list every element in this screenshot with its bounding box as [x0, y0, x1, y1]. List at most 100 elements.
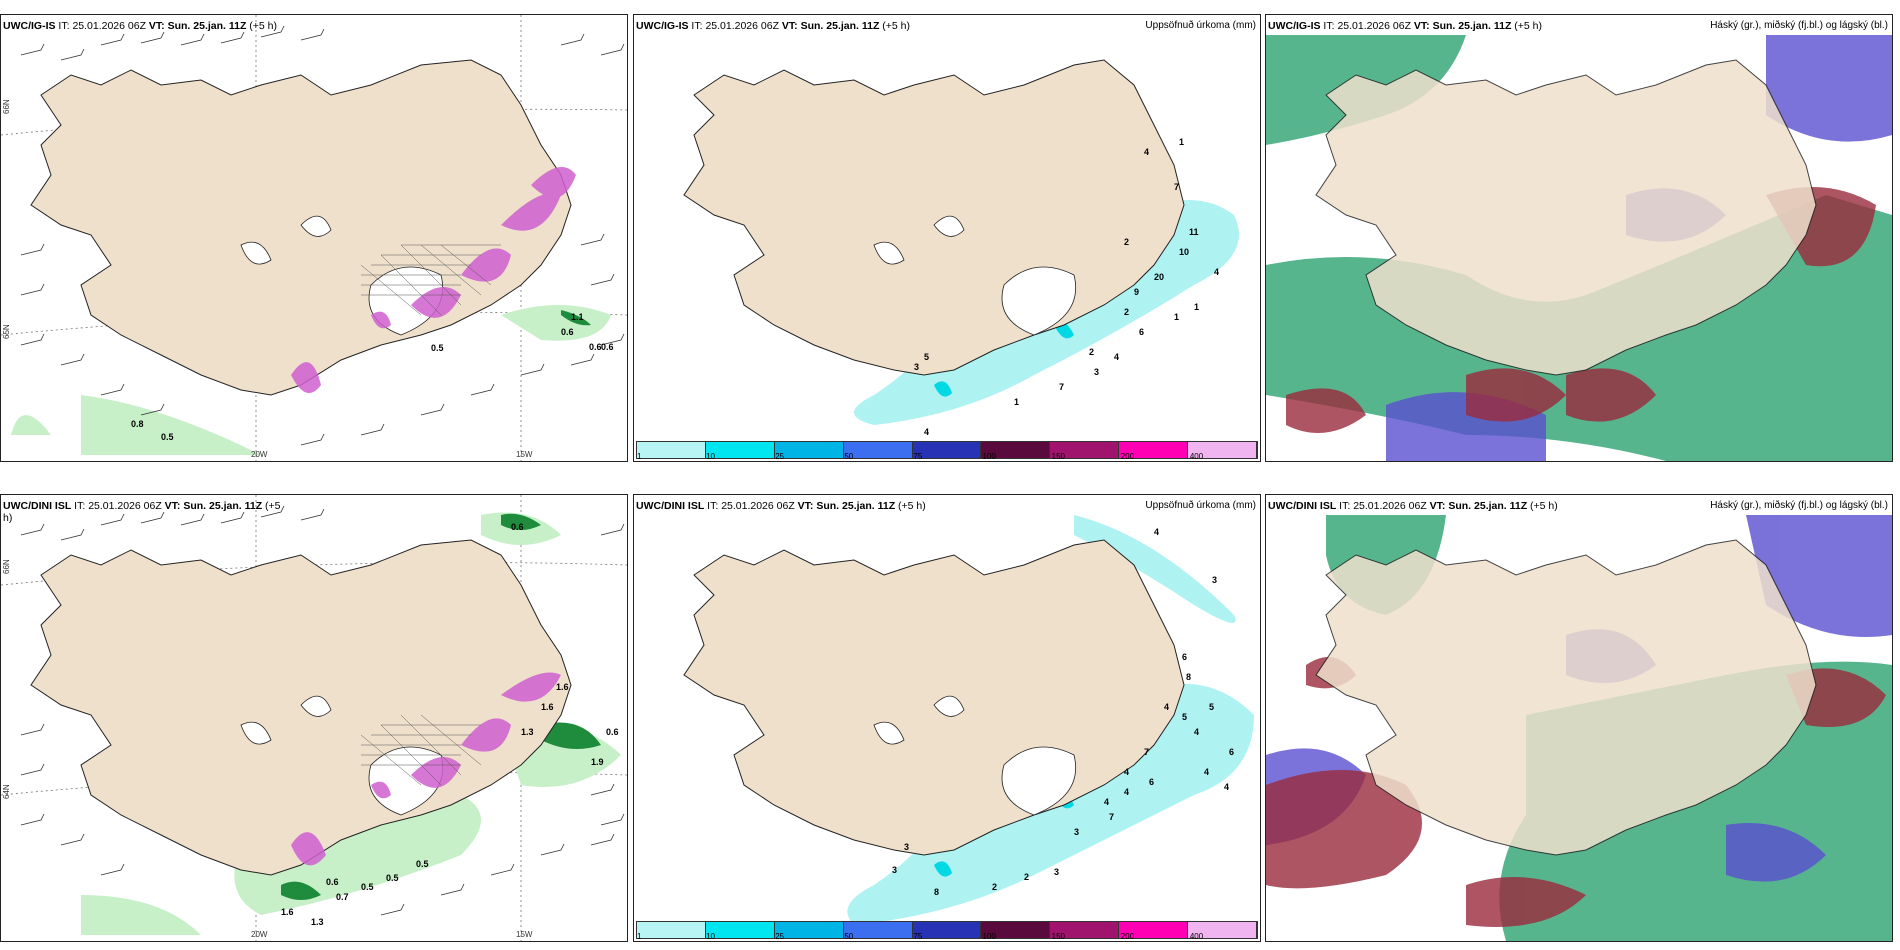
value-label: 20: [1154, 272, 1164, 282]
colorbar-label: 25: [775, 932, 785, 941]
lon-tick: 15W: [516, 450, 533, 459]
value-label: 4: [1194, 727, 1199, 737]
value-label: 6: [1229, 747, 1234, 757]
value-label: 10: [1179, 247, 1189, 257]
value-label: 4: [1164, 702, 1169, 712]
map-wind-igis: 0.6 0.6 0.6 0.5 0.8 0.5 1.1 20W 15W 66N …: [1, 15, 627, 461]
p5-value-labels: 4 3 6 8 5 4 4 7 4 6 4 6 4 4 4 7 3 2 8 3 …: [892, 527, 1234, 897]
panel-header: UWC/IG-IS IT: 25.01.2026 06Z VT: Sun. 25…: [3, 20, 278, 32]
value-label: 2: [1089, 347, 1094, 357]
value-label: 1.1: [571, 312, 584, 322]
value-label: 1: [1174, 312, 1179, 322]
lat-tick: 66N: [2, 559, 11, 574]
panel-title: Háský (gr.), miðský (fj.bl.) og lágský (…: [1710, 500, 1888, 511]
colorbar-segment: [981, 922, 1051, 938]
glaciers: [873, 215, 1076, 336]
value-label: 2: [1124, 237, 1129, 247]
colorbar-segment: [705, 922, 775, 938]
colorbar-segment: [843, 442, 913, 458]
colorbar-label: 10: [706, 452, 715, 461]
colorbar-label: 150: [1051, 452, 1065, 461]
panel-header: UWC/DINI ISL IT: 25.01.2026 06Z VT: Sun.…: [636, 500, 926, 512]
lon-tick: 15W: [516, 930, 533, 939]
lat-tick: 65N: [2, 324, 11, 339]
colorbar-label: 150: [1051, 932, 1065, 941]
value-label: 4: [1154, 527, 1159, 537]
value-label: 0.6: [601, 342, 614, 352]
value-label: 4: [924, 427, 929, 437]
colorbar-label: 1: [637, 932, 642, 941]
value-label: 0.5: [431, 343, 444, 353]
value-label: 3: [892, 865, 897, 875]
green-precip: [11, 305, 611, 455]
iceland-land: [30, 59, 572, 396]
value-label: 1.3: [521, 727, 534, 737]
value-label: 0.6: [606, 727, 619, 737]
iceland-land: [1315, 539, 1817, 856]
value-label: 4: [1114, 352, 1119, 362]
precip-colorbar: [636, 921, 1258, 939]
panel-header: UWC/DINI ISL IT: 25.01.2026 06Z VT: Sun.…: [3, 500, 281, 524]
snow-precip: [291, 672, 561, 866]
value-label: 1: [1179, 137, 1184, 147]
value-label: 3: [1054, 867, 1059, 877]
panel-accum-precip-dini: UWC/DINI ISL IT: 25.01.2026 06Z VT: Sun.…: [633, 494, 1261, 942]
value-label: 2: [992, 882, 997, 892]
value-label: 11: [1189, 227, 1199, 237]
value-label: 3: [1212, 575, 1217, 585]
panel-title: Uppsöfnuð úrkoma (mm): [1145, 500, 1256, 511]
value-label: 6: [1182, 652, 1187, 662]
colorbar-label: 50: [844, 932, 854, 941]
green-dark: [561, 310, 591, 326]
lon-tick: 20W: [251, 450, 268, 459]
value-label: 5: [1209, 702, 1214, 712]
value-label: 7: [1109, 812, 1114, 822]
panel-header: UWC/IG-IS IT: 25.01.2026 06Z VT: Sun. 25…: [1268, 20, 1543, 32]
colorbar-label: 400: [1189, 452, 1204, 461]
value-label: 0.6: [511, 522, 524, 532]
value-label: 0.5: [361, 882, 374, 892]
value-label: 1.6: [541, 702, 554, 712]
value-label: 0.5: [386, 873, 399, 883]
lat-tick: 64N: [2, 784, 11, 799]
value-label: 4: [1224, 782, 1229, 792]
colorbar-segment: [637, 922, 706, 938]
colorbar-label: 400: [1189, 932, 1204, 941]
value-label: 1.9: [591, 757, 604, 767]
p1-value-labels: 0.6 0.6 0.6 0.5 0.8 0.5 1.1: [131, 312, 614, 442]
value-label: 1: [1194, 302, 1199, 312]
colorbar-label: 50: [844, 452, 854, 461]
value-label: 7: [1059, 382, 1064, 392]
value-label: 0.8: [131, 419, 144, 429]
value-label: 4: [1204, 767, 1209, 777]
value-label: 0.5: [416, 859, 429, 869]
colorbar-labels: 1 10 25 50 75 100 150 200 400: [636, 451, 1258, 461]
panel-accum-precip-igis: UWC/IG-IS IT: 25.01.2026 06Z VT: Sun. 25…: [633, 14, 1261, 462]
colorbar-label: 200: [1120, 452, 1135, 461]
value-label: 0.5: [161, 432, 174, 442]
precip-colorbar: [636, 441, 1258, 459]
colorbar-segment: [1188, 442, 1258, 458]
value-label: 5: [1182, 712, 1187, 722]
value-label: 0.6: [589, 342, 602, 352]
panel-clouds-igis: UWC/IG-IS IT: 25.01.2026 06Z VT: Sun. 25…: [1265, 14, 1893, 462]
map-clouds-dini: [1266, 495, 1892, 941]
panel-wind-precip-dini: UWC/DINI ISL IT: 25.01.2026 06Z VT: Sun.…: [0, 494, 628, 942]
panel-header: UWC/IG-IS IT: 25.01.2026 06Z VT: Sun. 25…: [636, 20, 911, 32]
panel-header: UWC/DINI ISL IT: 25.01.2026 06Z VT: Sun.…: [1268, 500, 1558, 512]
green-dark: [281, 513, 601, 900]
colorbar-label: 200: [1120, 932, 1135, 941]
p2-value-labels: 2 1 4 7 11 10 20 9 2 6 1 1 2 4 3 7 1 5 3…: [914, 137, 1219, 437]
colorbar-segment: [1050, 922, 1120, 938]
iceland-land: [30, 539, 572, 876]
value-label: 0.6: [326, 877, 339, 887]
colorbar-labels: 1 10 25 50 75 100 150 200 400: [636, 931, 1258, 941]
value-label: 2: [1024, 872, 1029, 882]
lon-tick: 20W: [251, 930, 268, 939]
colorbar-segment: [1119, 442, 1189, 458]
colorbar-segment: [843, 922, 913, 938]
value-label: 0.6: [561, 327, 574, 337]
colorbar-label: 10: [706, 932, 715, 941]
value-label: 6: [1139, 327, 1144, 337]
value-label: 5: [924, 352, 929, 362]
